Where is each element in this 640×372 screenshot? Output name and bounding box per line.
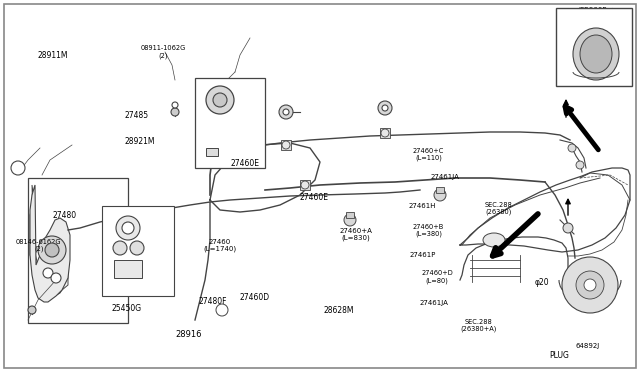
Circle shape bbox=[568, 144, 576, 152]
Bar bbox=[28, 178, 128, 323]
Circle shape bbox=[116, 216, 140, 240]
Text: 27460+B
(L=380): 27460+B (L=380) bbox=[413, 224, 444, 237]
Text: 27461H: 27461H bbox=[408, 203, 436, 209]
Circle shape bbox=[43, 268, 53, 278]
Circle shape bbox=[382, 105, 388, 111]
Ellipse shape bbox=[573, 28, 619, 80]
Text: 27460
(L=1740): 27460 (L=1740) bbox=[204, 239, 237, 252]
Circle shape bbox=[38, 236, 66, 264]
Text: 27480: 27480 bbox=[52, 211, 77, 220]
Circle shape bbox=[576, 271, 604, 299]
Circle shape bbox=[378, 101, 392, 115]
Bar bbox=[114, 260, 142, 278]
Text: 27461JA: 27461JA bbox=[419, 300, 448, 306]
Circle shape bbox=[28, 306, 36, 314]
Text: 08911-1062G
(2): 08911-1062G (2) bbox=[141, 45, 186, 59]
Circle shape bbox=[122, 222, 134, 234]
Bar bbox=[436, 187, 444, 193]
Text: N: N bbox=[220, 308, 225, 312]
Text: JPR900R<: JPR900R< bbox=[578, 7, 613, 13]
Circle shape bbox=[434, 189, 446, 201]
Circle shape bbox=[344, 214, 356, 226]
Text: 27460+A
(L=830): 27460+A (L=830) bbox=[339, 228, 372, 241]
Polygon shape bbox=[30, 185, 68, 298]
Circle shape bbox=[584, 279, 596, 291]
Circle shape bbox=[113, 241, 127, 255]
Bar bbox=[195, 78, 265, 168]
Text: 27485: 27485 bbox=[125, 111, 149, 120]
Text: PLUG: PLUG bbox=[549, 351, 569, 360]
Circle shape bbox=[51, 273, 61, 283]
Circle shape bbox=[563, 223, 573, 233]
Ellipse shape bbox=[580, 35, 612, 73]
Text: 28628M: 28628M bbox=[324, 306, 355, 315]
Bar bbox=[206, 148, 218, 156]
Bar bbox=[281, 140, 291, 150]
Circle shape bbox=[45, 243, 59, 257]
Text: 28911M: 28911M bbox=[37, 51, 68, 60]
Text: 25450G: 25450G bbox=[112, 304, 142, 313]
Text: 27460+C
(L=110): 27460+C (L=110) bbox=[413, 148, 444, 161]
Circle shape bbox=[171, 108, 179, 116]
Text: 27461P: 27461P bbox=[410, 252, 436, 258]
Ellipse shape bbox=[483, 233, 505, 247]
Bar bbox=[102, 206, 174, 296]
Circle shape bbox=[213, 93, 227, 107]
Text: 27460+D
(L=80): 27460+D (L=80) bbox=[421, 270, 453, 284]
Circle shape bbox=[216, 304, 228, 316]
Text: SEC.288
(26380+A): SEC.288 (26380+A) bbox=[461, 319, 497, 332]
Text: 27460E: 27460E bbox=[230, 159, 259, 168]
Circle shape bbox=[206, 86, 234, 114]
Circle shape bbox=[130, 241, 144, 255]
Bar bbox=[380, 128, 390, 138]
Text: 28916: 28916 bbox=[175, 330, 202, 339]
Circle shape bbox=[576, 161, 584, 169]
Text: SEC.288
(26380): SEC.288 (26380) bbox=[485, 202, 513, 215]
Circle shape bbox=[282, 141, 290, 149]
Text: 27460D: 27460D bbox=[240, 293, 270, 302]
Text: 27461JA: 27461JA bbox=[430, 174, 459, 180]
Circle shape bbox=[562, 257, 618, 313]
Text: 27460E: 27460E bbox=[300, 193, 328, 202]
Circle shape bbox=[283, 109, 289, 115]
Circle shape bbox=[301, 181, 309, 189]
Text: 08146-6162G
(2): 08146-6162G (2) bbox=[16, 239, 61, 252]
Circle shape bbox=[172, 102, 178, 108]
Text: φ20: φ20 bbox=[535, 278, 550, 287]
Bar bbox=[300, 180, 310, 190]
Circle shape bbox=[381, 129, 389, 137]
Circle shape bbox=[11, 161, 25, 175]
Text: 27480F: 27480F bbox=[198, 297, 227, 306]
Bar bbox=[346, 212, 354, 218]
Text: 64892J: 64892J bbox=[576, 343, 600, 349]
Polygon shape bbox=[30, 185, 70, 302]
Text: B: B bbox=[15, 165, 20, 171]
Text: 28921M: 28921M bbox=[125, 137, 156, 146]
Bar bbox=[556, 8, 632, 86]
Circle shape bbox=[279, 105, 293, 119]
